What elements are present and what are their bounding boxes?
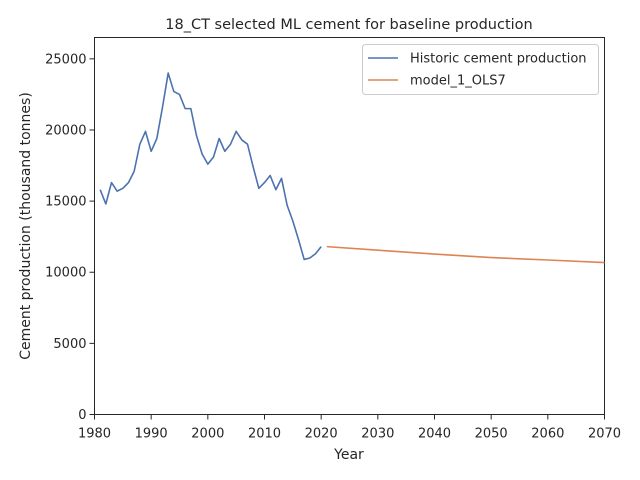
plot-area (94, 37, 605, 415)
legend: Historic cement production model_1_OLS7 (362, 44, 599, 95)
legend-box (362, 44, 599, 95)
chart-title: 18_CT selected ML cement for baseline pr… (165, 17, 532, 33)
y-tick-label: 10000 (45, 266, 86, 281)
x-tick-label: 2000 (191, 427, 224, 442)
x-axis-label: Year (333, 447, 364, 463)
series-line-2 (326, 245, 605, 264)
x-tick-label: 2060 (531, 427, 564, 442)
x-tick-label: 2050 (475, 427, 508, 442)
x-tick-label: 2070 (588, 427, 621, 442)
plot-frame (94, 37, 605, 415)
series-group (99, 72, 605, 264)
y-axis-label: Cement production (thousand tonnes) (18, 92, 34, 360)
x-tick-label: 2020 (305, 427, 338, 442)
x-axis-ticks: 1980 1990 2000 2010 2020 2030 2040 2050 2060 2070 (78, 414, 621, 442)
x-tick-label: 2010 (248, 427, 281, 442)
legend-label-1: Historic cement production (410, 52, 587, 67)
x-tick-label: 1980 (78, 427, 111, 442)
legend-label-2: model_1_OLS7 (410, 74, 506, 89)
x-tick-label: 1990 (135, 427, 168, 442)
y-tick-label: 15000 (45, 195, 86, 210)
y-tick-label: 25000 (45, 52, 86, 67)
y-tick-label: 0 (78, 408, 86, 423)
y-axis-ticks: 0 5000 10000 15000 20000 25000 (45, 52, 95, 423)
x-tick-label: 2040 (418, 427, 451, 442)
y-tick-label: 20000 (45, 123, 86, 138)
series-line-1 (99, 72, 322, 261)
y-tick-label: 5000 (53, 337, 86, 352)
x-tick-label: 2030 (361, 427, 394, 442)
